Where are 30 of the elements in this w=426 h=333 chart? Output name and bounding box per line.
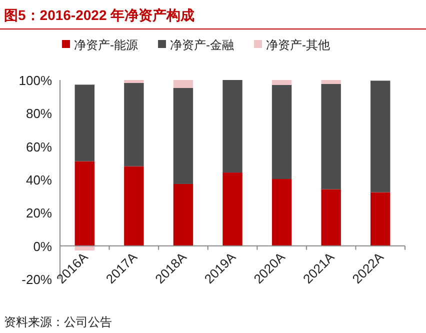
y-tick-label: 20% xyxy=(26,206,52,221)
bar xyxy=(321,84,341,190)
bar xyxy=(124,166,144,246)
bar xyxy=(321,189,341,246)
bar xyxy=(173,80,194,88)
text: 资料来源：公司公告 xyxy=(4,315,112,329)
bar xyxy=(74,161,94,246)
bar xyxy=(272,179,292,246)
bar xyxy=(173,184,194,246)
y-tick-label: 40% xyxy=(26,172,52,188)
y-tick-label: 80% xyxy=(26,106,52,122)
bar xyxy=(222,172,242,246)
bar xyxy=(222,80,242,173)
bar xyxy=(173,88,194,184)
y-tick-label: 100% xyxy=(18,73,52,88)
legend-label: 净资产-金融 xyxy=(170,38,234,52)
legend-label: 净资产-能源 xyxy=(74,38,138,52)
bar xyxy=(124,82,144,166)
legend-label: 净资产-其他 xyxy=(266,38,330,52)
bar xyxy=(370,192,390,246)
y-tick-label: -20% xyxy=(22,272,52,287)
chart-title: 图5：2016-2022 年净资产构成 xyxy=(4,7,195,23)
bar xyxy=(272,84,292,180)
y-tick-label: 0% xyxy=(33,238,52,254)
y-tick-label: 60% xyxy=(26,139,52,154)
bar xyxy=(124,80,144,83)
bar xyxy=(74,84,94,162)
bar xyxy=(370,80,390,192)
bar xyxy=(321,80,341,84)
bar xyxy=(272,80,292,85)
